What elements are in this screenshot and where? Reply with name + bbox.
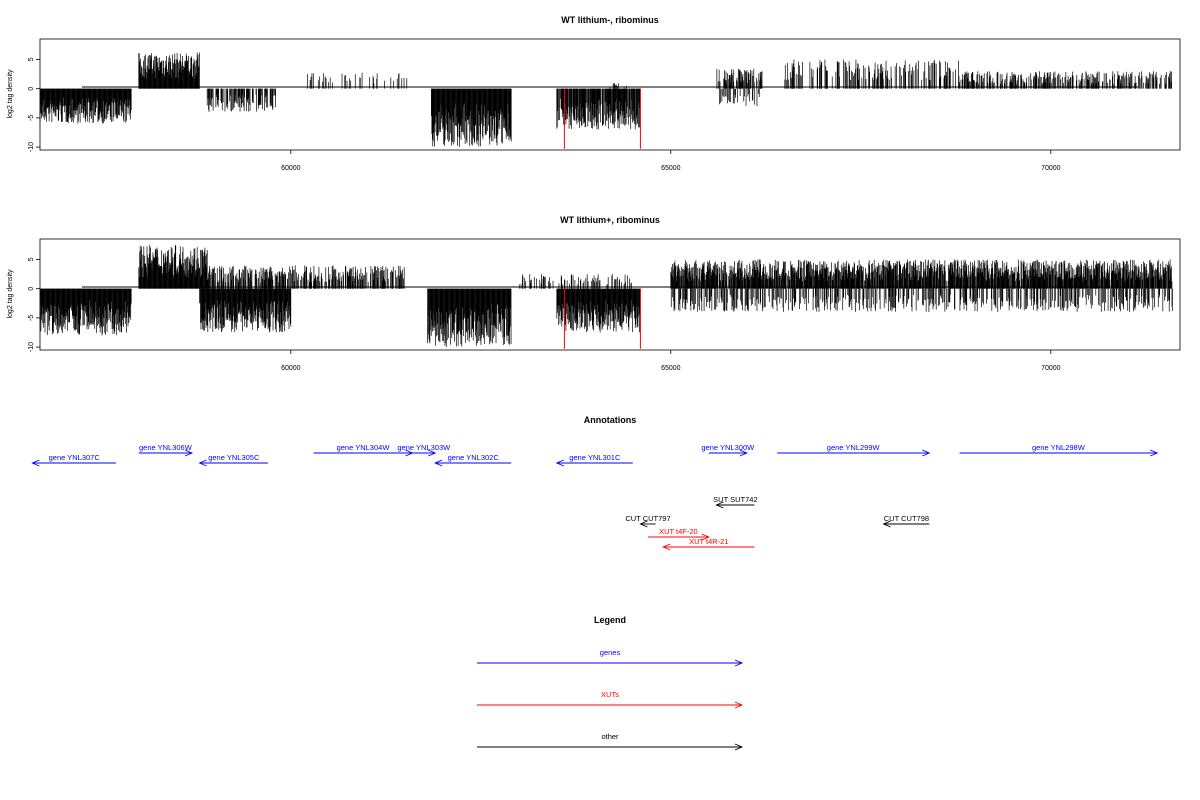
feature-arrow: gene YNL306W: [138, 443, 194, 457]
y-tick-label: 5: [28, 57, 35, 61]
legend-label: other: [601, 732, 619, 741]
feature-label: gene YNL303W: [397, 443, 451, 452]
x-tick-label: 65000: [661, 365, 681, 372]
y-tick-label: -10: [28, 142, 35, 152]
feature-label: gene YNL300W: [701, 443, 755, 452]
density-bars: [39, 244, 1173, 349]
feature-arrow: gene YNL300W: [701, 443, 755, 457]
x-tick-label: 70000: [1041, 365, 1061, 372]
y-axis-label: log2 tag density: [7, 69, 14, 119]
feature-arrow: gene YNL307C: [31, 453, 116, 467]
feature-arrow: gene YNL305C: [198, 453, 268, 467]
y-tick-label: -5: [28, 315, 35, 321]
feature-arrow: CUT CUT798: [882, 514, 930, 528]
legend-items: genes XUTs other: [477, 648, 744, 751]
feature-arrow: gene YNL303W: [397, 443, 451, 457]
axis-ticks: -10 -5 0 5 60000 65000 70000: [28, 57, 1061, 172]
x-tick-label: 60000: [281, 165, 301, 172]
feature-arrow: gene YNL302C: [434, 453, 512, 467]
feature-arrow: SUT SUT742: [713, 495, 758, 509]
feature-label: gene YNL304W: [337, 443, 391, 452]
y-tick-label: 0: [28, 87, 35, 91]
feature-label: gene YNL298W: [1032, 443, 1086, 452]
y-tick-label: 0: [28, 287, 35, 291]
feature-label: XUT t4F-20: [659, 527, 698, 536]
feature-arrow: XUT t4R-21: [662, 537, 755, 551]
feature-label: gene YNL299W: [827, 443, 881, 452]
feature-label: gene YNL301C: [569, 453, 621, 462]
x-tick-label: 65000: [661, 165, 681, 172]
y-tick-label: -5: [28, 115, 35, 121]
feature-label: SUT SUT742: [713, 495, 757, 504]
y-tick-label: 5: [28, 257, 35, 261]
legend-label: genes: [600, 648, 621, 657]
track-panel-lithium-plus: WT lithium+, ribominus log2 tag density …: [7, 215, 1181, 372]
feature-label: XUT t4R-21: [689, 537, 728, 546]
feature-label: gene YNL306W: [139, 443, 193, 452]
legend-item: genes: [477, 648, 744, 667]
y-axis-label: log2 tag density: [7, 269, 14, 319]
feature-arrow: gene YNL298W: [959, 443, 1159, 457]
feature-label: gene YNL302C: [448, 453, 500, 462]
feature-arrow: gene YNL299W: [777, 443, 931, 457]
panel-title: WT lithium-, ribominus: [561, 15, 659, 25]
legend-panel: Legend genes XUTs other: [477, 615, 744, 751]
feature-arrow: CUT CUT797: [625, 514, 671, 528]
x-tick-label: 60000: [281, 365, 301, 372]
annotations-title: Annotations: [584, 415, 637, 425]
feature-arrow: gene YNL301C: [555, 453, 633, 467]
density-bars: [39, 52, 1172, 149]
legend-label: XUTs: [601, 690, 619, 699]
legend-item: other: [477, 732, 744, 751]
y-tick-label: -10: [28, 342, 35, 352]
feature-label: CUT CUT798: [884, 514, 929, 523]
feature-label: gene YNL307C: [49, 453, 101, 462]
feature-arrow: XUT t4F-20: [648, 527, 710, 541]
feature-label: CUT CUT797: [625, 514, 670, 523]
panel-title: WT lithium+, ribominus: [560, 215, 660, 225]
legend-item: XUTs: [477, 690, 744, 709]
feature-layer: gene YNL307C gene YNL306W gene YNL305C gene…: [31, 443, 1159, 551]
legend-title: Legend: [594, 615, 626, 625]
track-panel-lithium-minus: WT lithium-, ribominus log2 tag density …: [7, 15, 1181, 172]
feature-label: gene YNL305C: [208, 453, 260, 462]
axis-ticks: -10 -5 0 5 60000 65000 70000: [28, 257, 1061, 372]
x-tick-label: 70000: [1041, 165, 1061, 172]
